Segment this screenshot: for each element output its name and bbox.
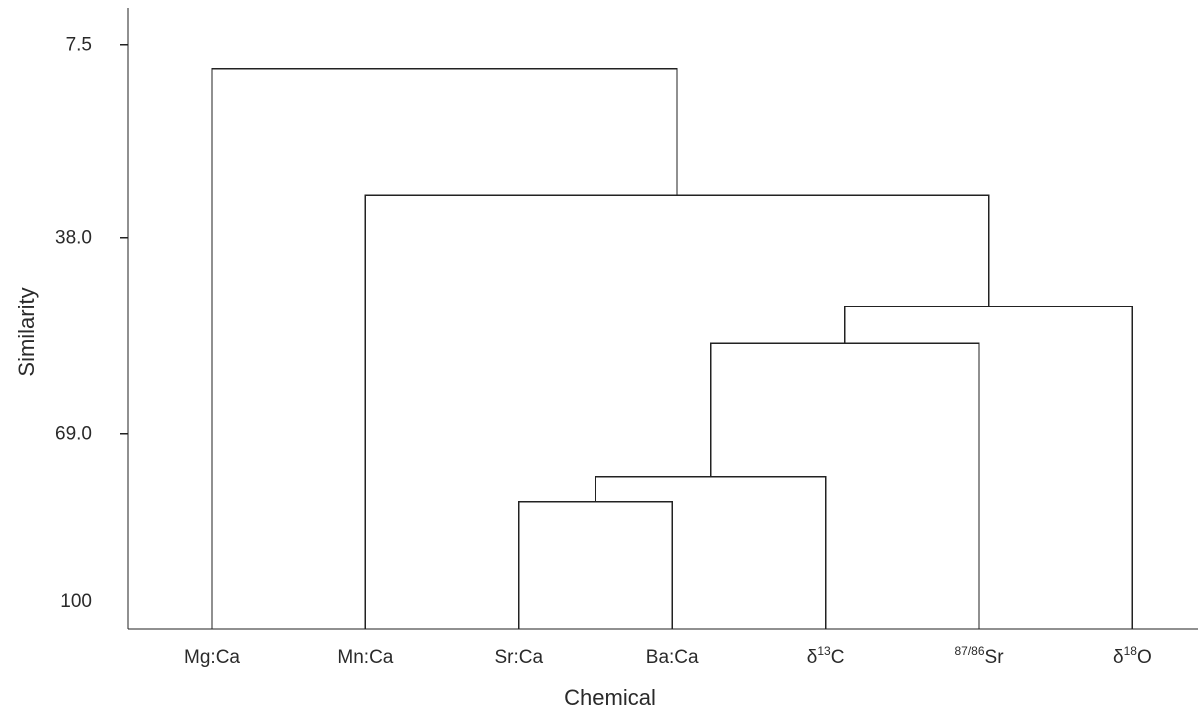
dendrogram-link [364, 194, 990, 629]
leaf-label: Mg:Ca [184, 647, 240, 668]
y-tick-label: 100 [60, 591, 92, 612]
leaf-label: Ba:Ca [646, 647, 699, 668]
dendrogram-link [844, 305, 1134, 629]
y-tick-label: 7.5 [66, 35, 92, 56]
dendrogram-links [211, 68, 1134, 629]
leaf-label: δ18O [1113, 644, 1152, 668]
dendrogram-link [211, 68, 678, 629]
y-ticks: 7.5 38.0 69.0 100 [55, 35, 128, 612]
dendrogram-link [518, 501, 673, 629]
x-tick-labels: Mg:Ca Mn:Ca Sr:Ca Ba:Ca δ13C 87/86Sr δ18O [184, 644, 1152, 668]
dendrogram-link [709, 342, 980, 629]
dendrogram-link [594, 475, 827, 629]
y-tick-label: 38.0 [55, 228, 92, 249]
leaf-label: δ13C [807, 644, 845, 668]
y-tick-label: 69.0 [55, 424, 92, 445]
leaf-label: 87/86Sr [954, 644, 1004, 668]
leaf-label: Sr:Ca [495, 647, 544, 668]
leaf-label: Mn:Ca [337, 647, 393, 668]
y-axis-title: Similarity [14, 287, 39, 376]
x-axis-title: Chemical [564, 685, 656, 710]
axes [127, 8, 1198, 630]
